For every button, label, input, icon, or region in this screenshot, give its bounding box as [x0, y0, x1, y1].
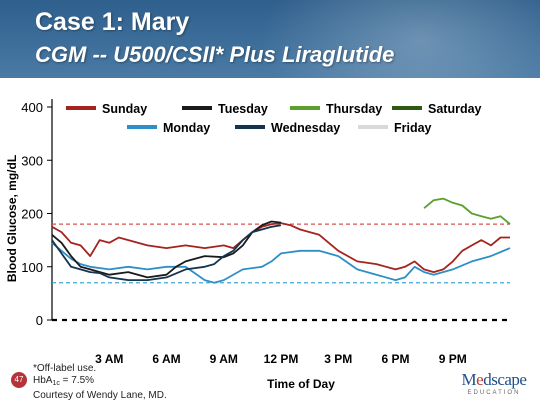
- legend-label-friday: Friday: [394, 121, 432, 135]
- slide-title: Case 1: Mary: [35, 8, 190, 36]
- x-tick-label: 6 AM: [152, 352, 180, 366]
- footnote-hba1c: HbA1c = 7.5%: [33, 375, 167, 390]
- banner-glow: [260, 0, 540, 78]
- y-tick-label: 300: [21, 153, 43, 168]
- hba1c-subscript: 1c: [52, 380, 60, 387]
- slide-subtitle: CGM -- U500/CSII* Plus Liraglutide: [35, 42, 395, 67]
- logo-subtitle: EDUCATION: [467, 390, 521, 396]
- x-tick-label: 6 PM: [381, 352, 409, 366]
- footnote-courtesy: Courtesy of Wendy Lane, MD.: [33, 390, 167, 401]
- y-tick-label: 100: [21, 260, 43, 275]
- footnote: *Off-label use. HbA1c = 7.5% Courtesy of…: [33, 363, 167, 402]
- y-tick-label: 0: [36, 313, 43, 328]
- x-tick-label: 12 PM: [264, 352, 299, 366]
- medscape-logo: Medscape EDUCATION: [454, 370, 534, 396]
- series-line-thursday: [423, 197, 511, 225]
- page-number-badge: 47: [11, 372, 27, 388]
- x-tick-label: 3 PM: [324, 352, 352, 366]
- legend-label-monday: Monday: [163, 121, 210, 135]
- legend-label-saturday: Saturday: [428, 102, 482, 116]
- series-line-sunday: [51, 222, 510, 274]
- series-line-wednesday: [51, 224, 282, 282]
- legend-label-tuesday: Tuesday: [218, 102, 268, 116]
- x-tick-label: 9 PM: [439, 352, 467, 366]
- series-line-monday: [51, 242, 511, 284]
- x-tick-label: 9 AM: [210, 352, 238, 366]
- x-tick-label: 3 AM: [95, 352, 123, 366]
- footnote-offlabel: *Off-label use.: [33, 363, 97, 374]
- legend-label-thursday: Thursday: [326, 102, 382, 116]
- title-banner: Case 1: Mary CGM -- U500/CSII* Plus Lira…: [0, 0, 540, 78]
- x-axis-label: Time of Day: [267, 377, 335, 391]
- logo-wordmark: Medscape: [461, 370, 527, 389]
- y-tick-label: 400: [21, 100, 43, 115]
- legend-label-wednesday: Wednesday: [271, 121, 340, 135]
- y-axis-label: Blood Glucose, mg/dL: [5, 155, 19, 282]
- hba1c-label: HbA: [33, 375, 53, 386]
- y-tick-label: 200: [21, 207, 43, 222]
- legend-label-sunday: Sunday: [102, 102, 147, 116]
- hba1c-value: = 7.5%: [59, 375, 95, 386]
